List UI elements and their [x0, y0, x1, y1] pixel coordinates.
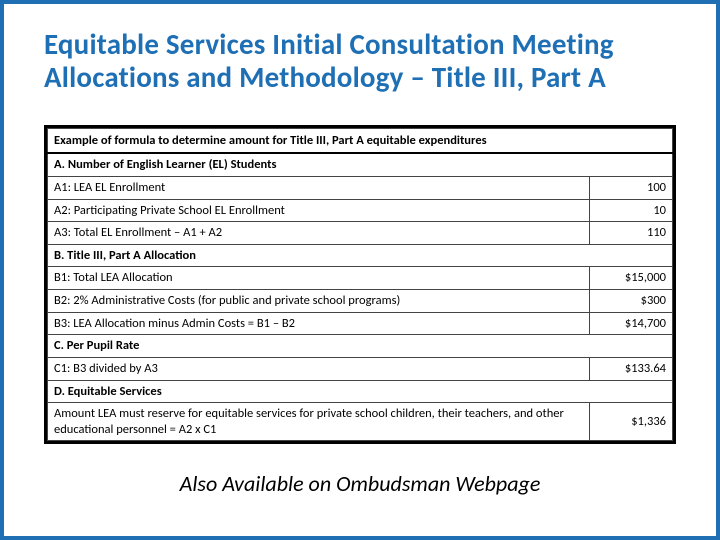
slide: Equitable Services Initial Consultation …	[0, 0, 720, 540]
row-label: B3: LEA Allocation minus Admin Costs = B…	[48, 312, 590, 335]
table-row: B2: 2% Administrative Costs (for public …	[48, 290, 673, 313]
row-value: 100	[590, 176, 673, 199]
table-row: B1: Total LEA Allocation $15,000	[48, 267, 673, 290]
row-value: $300	[590, 290, 673, 313]
row-value: $15,000	[590, 267, 673, 290]
row-label: C1: B3 divided by A3	[48, 357, 590, 380]
section-b-label: B. Title III, Part A Allocation	[48, 244, 673, 267]
row-label: A1: LEA EL Enrollment	[48, 176, 590, 199]
table-header-row: Example of formula to determine amount f…	[48, 128, 673, 153]
section-a-label: A. Number of English Learner (EL) Studen…	[48, 153, 673, 176]
row-value: 10	[590, 199, 673, 222]
section-c-row: C. Per Pupil Rate	[48, 335, 673, 358]
row-label: A2: Participating Private School EL Enro…	[48, 199, 590, 222]
section-c-label: C. Per Pupil Rate	[48, 335, 673, 358]
row-label: B2: 2% Administrative Costs (for public …	[48, 290, 590, 313]
row-value: 110	[590, 222, 673, 245]
section-a-row: A. Number of English Learner (EL) Studen…	[48, 153, 673, 176]
section-d-row: D. Equitable Services	[48, 380, 673, 403]
table-row: Amount LEA must reserve for equitable se…	[48, 403, 673, 441]
section-b-row: B. Title III, Part A Allocation	[48, 244, 673, 267]
formula-table-container: Example of formula to determine amount f…	[44, 125, 676, 445]
row-label: Amount LEA must reserve for equitable se…	[48, 403, 590, 441]
table-row: A2: Participating Private School EL Enro…	[48, 199, 673, 222]
row-value: $133.64	[590, 357, 673, 380]
row-label: A3: Total EL Enrollment – A1 + A2	[48, 222, 590, 245]
table-row: B3: LEA Allocation minus Admin Costs = B…	[48, 312, 673, 335]
footer-note: Also Available on Ombudsman Webpage	[44, 470, 676, 497]
section-d-label: D. Equitable Services	[48, 380, 673, 403]
table-row: C1: B3 divided by A3 $133.64	[48, 357, 673, 380]
row-label: B1: Total LEA Allocation	[48, 267, 590, 290]
table-row: A1: LEA EL Enrollment 100	[48, 176, 673, 199]
table-header-cell: Example of formula to determine amount f…	[48, 128, 673, 153]
table-row: A3: Total EL Enrollment – A1 + A2 110	[48, 222, 673, 245]
slide-title: Equitable Services Initial Consultation …	[44, 28, 676, 95]
row-value: $1,336	[590, 403, 673, 441]
formula-table: Example of formula to determine amount f…	[47, 128, 673, 442]
row-value: $14,700	[590, 312, 673, 335]
